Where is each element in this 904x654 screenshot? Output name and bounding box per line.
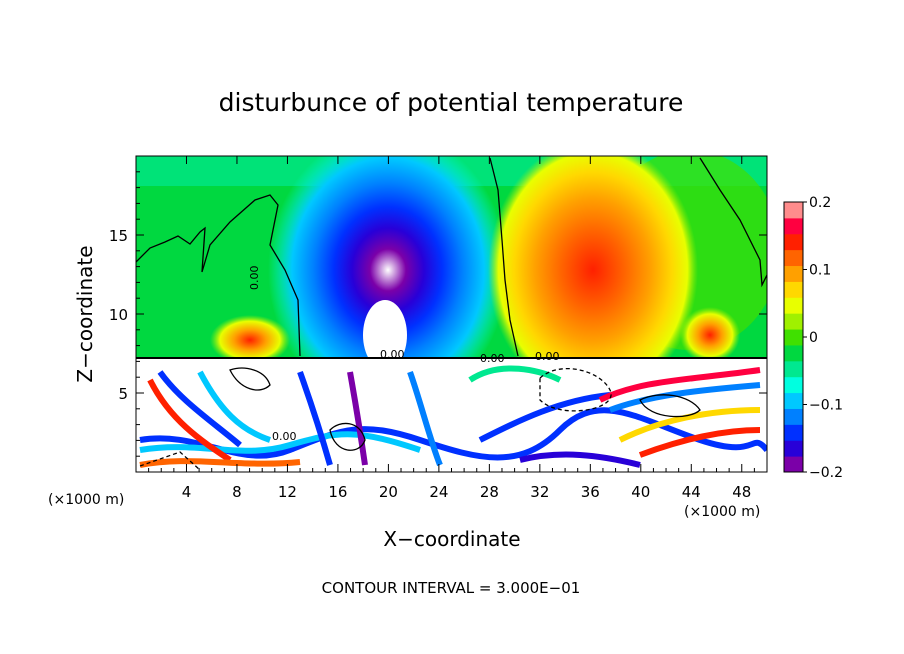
colorbar-tick-label: −0.1 xyxy=(809,398,843,414)
x-tick-label: 40 xyxy=(631,483,650,501)
contour-zero-right xyxy=(699,157,767,288)
y-axis: 5 10 15 xyxy=(109,171,767,457)
cold-anomaly xyxy=(268,156,508,410)
x-tick-label: 36 xyxy=(581,483,600,501)
colorbar-segment xyxy=(784,233,803,251)
contour-zero-mid xyxy=(489,157,519,357)
x-unit-right: (×1000 m) xyxy=(684,504,760,520)
x-axis: 4 8 12 16 20 24 28 32 36 40 44 48 xyxy=(148,156,755,501)
colorbar-segment xyxy=(784,408,803,425)
x-tick-label: 16 xyxy=(328,483,347,501)
colorbar-segment xyxy=(784,313,803,330)
x-tick-label: 32 xyxy=(530,483,549,501)
x-tick-label: 8 xyxy=(232,483,242,501)
colorbar-segment xyxy=(784,392,803,409)
colorbar-segment xyxy=(784,297,803,314)
chart-title: disturbunce of potential temperature xyxy=(219,88,684,117)
colorbar-segment xyxy=(784,202,803,219)
x-tick-label: 44 xyxy=(682,483,701,501)
cold-core xyxy=(363,300,407,370)
heatmap-field: 0.00 0.00 0.00 0.00 0.00 xyxy=(136,156,767,472)
colorbar-segment xyxy=(784,344,803,362)
warm-band-left xyxy=(210,315,290,365)
colorbar-tick-label: −0.2 xyxy=(809,465,843,481)
y-tick-label: 15 xyxy=(109,227,128,245)
contour-zero-left xyxy=(136,194,301,357)
colorbar-segment xyxy=(784,440,803,457)
colorbar-tick-label: 0.2 xyxy=(809,195,831,211)
colorbar-segment xyxy=(784,456,803,473)
contour-interval-footer: CONTOUR INTERVAL = 3.000E−01 xyxy=(322,579,581,597)
x-tick-label: 28 xyxy=(480,483,499,501)
contour-lines xyxy=(136,157,767,471)
y-tick-label: 10 xyxy=(109,306,128,324)
warm-anomaly xyxy=(488,156,698,400)
contour-label: 0.00 xyxy=(248,266,261,291)
colorbar-segment xyxy=(784,249,803,267)
y-tick-label: 5 xyxy=(118,385,128,403)
colorbar-segment xyxy=(784,329,803,346)
colorbar-segment xyxy=(784,217,803,235)
x-tick-label: 48 xyxy=(732,483,751,501)
x-unit-left: (×1000 m) xyxy=(48,492,124,508)
warm-band-right xyxy=(680,307,740,363)
colorbar-tick-label: 0.1 xyxy=(809,263,831,279)
contour-label: 0.00 xyxy=(535,350,560,363)
contour-label: 0.00 xyxy=(480,352,505,365)
colorbar-tick-label: 0 xyxy=(809,330,818,346)
colorbar-segment xyxy=(784,265,803,282)
x-tick-label: 20 xyxy=(379,483,398,501)
contour-label: 0.00 xyxy=(272,430,297,443)
colorbar-segment xyxy=(784,360,803,378)
x-axis-label: X−coordinate xyxy=(383,527,520,551)
x-tick-label: 24 xyxy=(429,483,448,501)
x-tick-label: 4 xyxy=(182,483,192,501)
colorbar: 0.2 0.1 0 −0.1 −0.2 xyxy=(783,195,843,481)
contour-labels: 0.00 0.00 0.00 0.00 0.00 xyxy=(248,266,560,444)
colorbar-segment xyxy=(784,424,803,441)
colorbar-segment xyxy=(784,281,803,298)
x-tick-label: 12 xyxy=(278,483,297,501)
colorbar-segment xyxy=(784,376,803,394)
contour-label: 0.00 xyxy=(380,348,405,361)
boundary-layer-structures xyxy=(139,365,767,468)
y-axis-label: Z−coordinate xyxy=(73,245,97,382)
